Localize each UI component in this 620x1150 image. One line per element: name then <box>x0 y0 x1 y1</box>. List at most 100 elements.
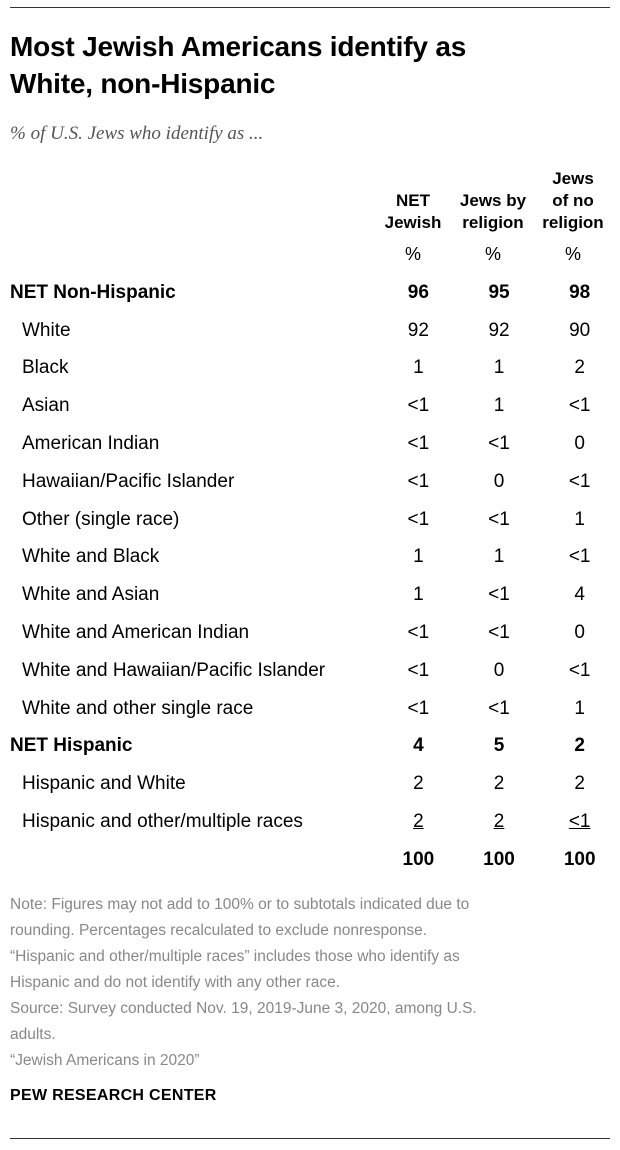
cell-value: 2 <box>413 811 424 833</box>
cell-value: <1 <box>568 546 591 568</box>
row-label: Other (single race) <box>22 508 180 530</box>
cell-value: <1 <box>488 508 510 530</box>
cell-value: <1 <box>488 584 510 606</box>
table-row: White and other single race <1 <1 1 <box>0 690 620 728</box>
cell-value: 5 <box>493 735 505 757</box>
cell-value: <1 <box>488 433 510 455</box>
cell-value: <1 <box>407 470 430 492</box>
note-line: Note: Figures may not add to 100% or to … <box>10 896 470 913</box>
cell-value: 98 <box>569 281 591 303</box>
cell-value: 1 <box>574 697 585 719</box>
note-line: adults. <box>10 1026 56 1043</box>
source-brand: PEW RESEARCH CENTER <box>10 1087 217 1104</box>
cell-value: 1 <box>574 508 585 530</box>
row-label: White and Black <box>22 546 160 568</box>
cell-value: 2 <box>493 811 505 833</box>
table-row: White and Asian 1 <1 4 <box>0 576 620 614</box>
row-label: Hispanic and White <box>22 773 186 795</box>
cell-value: 1 <box>493 357 505 379</box>
table-row: Hispanic and White 2 2 2 <box>0 765 620 803</box>
cell-value: 2 <box>574 735 585 757</box>
column-header-line: religion <box>462 213 524 232</box>
totals-spacer <box>0 841 378 879</box>
cell-value: <1 <box>568 470 591 492</box>
cell-value: 1 <box>413 357 424 379</box>
table-row: Black 1 1 2 <box>0 350 620 388</box>
table-row: American Indian <1 <1 0 <box>0 425 620 463</box>
cell-value: 92 <box>488 319 510 341</box>
unit-label: % <box>564 244 581 264</box>
table-row: White and Black 1 1 <1 <box>0 539 620 577</box>
note-line: “Hispanic and other/multiple races” incl… <box>10 948 460 965</box>
row-label: White and American Indian <box>22 622 250 644</box>
cell-value: 1 <box>413 584 424 606</box>
row-label: White and Hawaiian/Pacific Islander <box>22 659 326 681</box>
cell-value: <1 <box>407 508 430 530</box>
cell-value: 4 <box>413 735 424 757</box>
title-line-2: White, non-Hispanic <box>10 68 276 99</box>
note-line: Source: Survey conducted Nov. 19, 2019-J… <box>10 1000 477 1017</box>
cell-value: 96 <box>407 281 429 303</box>
row-label: White and Asian <box>22 584 160 606</box>
column-header-line: religion <box>542 213 604 232</box>
cell-value: 0 <box>493 470 505 492</box>
cell-value: 2 <box>574 773 585 795</box>
cell-value: 90 <box>569 319 591 341</box>
cell-value: <1 <box>488 697 510 719</box>
note-line: rounding. Percentages recalculated to ex… <box>10 922 428 939</box>
table-row: Asian <1 1 <1 <box>0 387 620 425</box>
unit-label: % <box>484 244 501 264</box>
cell-value: <1 <box>488 622 510 644</box>
cell-value: <1 <box>407 433 430 455</box>
data-table: NET Non-Hispanic 96 95 98 White 92 92 90 Black 1 1… <box>0 274 620 879</box>
total-value: 100 <box>402 848 435 870</box>
column-header-jews-by-religion: Jews by religion <box>448 164 538 234</box>
cell-value: 0 <box>574 622 585 644</box>
row-label: Hispanic and other/multiple races <box>22 811 303 833</box>
table-row: White and Hawaiian/Pacific Islander <1 0 <1 <box>0 652 620 690</box>
cell-value: 1 <box>493 395 505 417</box>
cell-value: <1 <box>407 395 430 417</box>
note-line: Hispanic and do not identify with any ot… <box>10 974 340 991</box>
cell-value: 1 <box>493 546 505 568</box>
row-label: NET Non-Hispanic <box>10 281 176 303</box>
row-label: White and other single race <box>22 697 254 719</box>
top-rule <box>10 7 610 8</box>
total-value: 100 <box>563 848 596 870</box>
note-line: “Jewish Americans in 2020” <box>10 1052 200 1069</box>
cell-value: 4 <box>574 584 585 606</box>
column-header-line: Jewish <box>384 213 442 232</box>
cell-value: <1 <box>407 659 430 681</box>
title-line-1: Most Jewish Americans identify as <box>10 31 467 62</box>
column-header-line: Jews by <box>459 191 527 210</box>
cell-value: <1 <box>407 697 430 719</box>
bottom-rule <box>10 1138 610 1139</box>
column-header-net-jewish: NET Jewish <box>368 164 458 234</box>
cell-value: <1 <box>568 811 591 833</box>
cell-value: 0 <box>493 659 505 681</box>
cell-value: <1 <box>568 659 591 681</box>
totals-row: 100 100 100 <box>0 841 620 879</box>
cell-value: 2 <box>493 773 505 795</box>
table-row: Other (single race) <1 <1 1 <box>0 501 620 539</box>
column-header-line: Jews <box>552 169 594 188</box>
cell-value: 2 <box>413 773 424 795</box>
cell-value: <1 <box>568 395 591 417</box>
chart-subtitle: % of U.S. Jews who identify as ... <box>10 123 264 144</box>
cell-value: 95 <box>488 281 510 303</box>
total-value: 100 <box>483 848 515 870</box>
cell-value: <1 <box>407 622 430 644</box>
row-label: American Indian <box>22 433 160 455</box>
row-label: Asian <box>22 395 70 417</box>
unit-label: % <box>404 244 421 264</box>
row-label: White <box>22 319 71 341</box>
row-label: Black <box>22 357 69 379</box>
table-row: NET Non-Hispanic 96 95 98 <box>0 274 620 312</box>
cell-value: 92 <box>407 319 429 341</box>
table-row: White 92 92 90 <box>0 312 620 350</box>
row-label: NET Hispanic <box>10 735 133 757</box>
cell-value: 0 <box>574 433 585 455</box>
column-header-line: of no <box>552 191 594 210</box>
row-label: Hawaiian/Pacific Islander <box>22 470 235 492</box>
column-header-line: NET <box>396 191 430 210</box>
